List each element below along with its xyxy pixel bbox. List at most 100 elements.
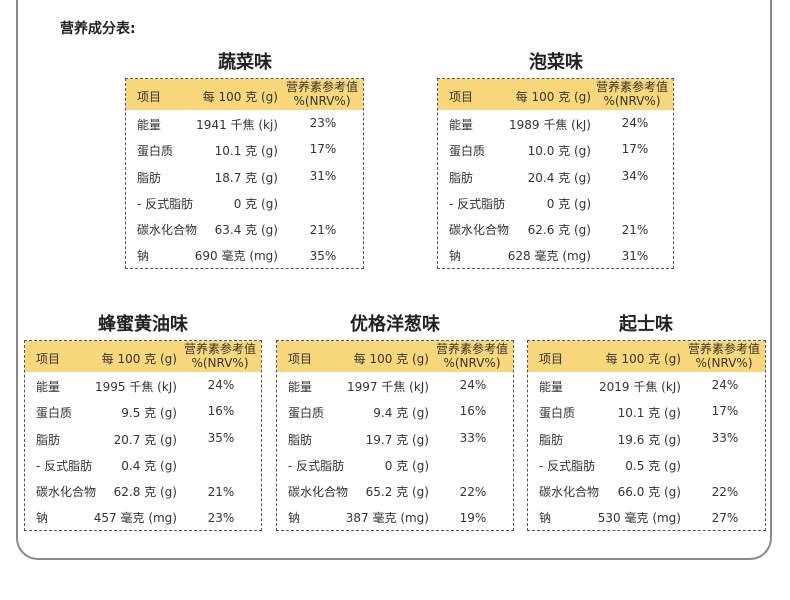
nutrition-table: 项目每 100 克 (g) 营养素参考值 %(NRV%) 能量 1995 千焦 (kJ)… (24, 340, 262, 531)
nutrient-name: 能量 (449, 118, 474, 132)
nutrient-amount: 18.7 克 (g) (214, 170, 278, 185)
nutrient-name: 脂肪 (539, 432, 564, 447)
nutrient-name: 蛋白质 (36, 406, 73, 421)
nutrient-name: - 反式脂肪 (539, 458, 596, 473)
table-row: - 反式脂肪 0.4 克 (g) (25, 451, 261, 477)
nutrient-nrv: 21% (207, 485, 235, 500)
table-row: 脂肪 20.4 克 (g) 34% (438, 163, 673, 189)
nutrient-name: 脂肪 (288, 432, 313, 447)
table-row: 蛋白质 10.1 克 (g) 17% (528, 398, 765, 424)
nutrient-amount: 690 毫克 (mg) (194, 249, 278, 264)
column-header-nrv: 营养素参考值 %(NRV%) (431, 342, 513, 370)
nutrient-nrv: 24% (459, 378, 487, 392)
nutrient-name: 钠 (539, 511, 552, 526)
column-header-item: 项目 (539, 352, 564, 366)
flavor-title: 泡菜味 (529, 52, 583, 73)
nrv-header-line2: %(NRV%) (293, 94, 351, 108)
nutrient-amount: 628 毫克 (mg) (507, 249, 591, 264)
nutrient-nrv: 23% (309, 116, 337, 130)
table-row: 能量 1997 千焦 (kJ) 24% (277, 372, 513, 398)
nutrient-amount: 66.0 克 (g) (617, 485, 681, 500)
nutrient-name: 碳水化合物 (288, 485, 349, 500)
nutrient-name: 蛋白质 (539, 406, 576, 421)
table-row: 碳水化合物 63.4 克 (g) 21% (126, 215, 363, 241)
table-row: - 反式脂肪 0 克 (g) (438, 189, 673, 215)
nutrient-nrv: 22% (711, 485, 739, 500)
nutrient-nrv: 16% (207, 404, 235, 419)
nrv-header-line2: %(NRV%) (603, 94, 661, 108)
table-header: 项目每 100 克 (g) 营养素参考值 %(NRV%) (438, 79, 673, 110)
nutrient-nrv: 22% (459, 485, 487, 500)
nutrition-table: 项目每 100 克 (g) 营养素参考值 %(NRV%) 能量 1997 千焦 (kJ)… (276, 340, 514, 531)
nutrient-nrv: 24% (711, 378, 739, 392)
nutrient-amount: 63.4 克 (g) (214, 223, 278, 238)
nutrient-amount: 1997 千焦 (kJ) (346, 380, 429, 394)
nutrition-table: 项目每 100 克 (g) 营养素参考值 %(NRV%) 能量 1941 千焦 (kj)… (125, 78, 364, 269)
column-header-nrv: 营养素参考值 %(NRV%) (281, 80, 363, 108)
nutrient-name: - 反式脂肪 (449, 196, 506, 211)
nutrient-name: 能量 (288, 380, 313, 394)
nutrient-amount: 20.4 克 (g) (527, 170, 591, 185)
nutrient-name: 能量 (137, 118, 162, 132)
flavor-title: 蔬菜味 (218, 52, 272, 73)
nrv-header-line1: 营养素参考值 (595, 80, 668, 94)
nutrient-nrv: 17% (711, 404, 739, 419)
table-row: 能量 2019 千焦 (kJ) 24% (528, 372, 765, 398)
table-row: 蛋白质 10.0 克 (g) 17% (438, 136, 673, 162)
column-header-per100: 每 100 克 (g) (101, 352, 177, 366)
table-row: 脂肪 18.7 克 (g) 31% (126, 163, 363, 189)
nutrient-nrv: 17% (621, 142, 649, 157)
table-header: 项目每 100 克 (g) 营养素参考值 %(NRV%) (528, 341, 765, 372)
nutrient-nrv: 33% (459, 430, 487, 445)
nutrient-amount: 62.8 克 (g) (113, 485, 177, 500)
nrv-header-line2: %(NRV%) (191, 356, 249, 370)
column-header-nrv: 营养素参考值 %(NRV%) (591, 80, 673, 108)
column-header-nrv: 营养素参考值 %(NRV%) (179, 342, 261, 370)
nutrient-name: 钠 (288, 511, 301, 526)
table-row: 脂肪 20.7 克 (g) 35% (25, 425, 261, 451)
nutrient-name: 脂肪 (36, 432, 61, 447)
table-row: 碳水化合物 62.6 克 (g) 21% (438, 215, 673, 241)
nutrient-name: - 反式脂肪 (288, 458, 345, 473)
nutrient-name: 碳水化合物 (539, 485, 600, 500)
table-header: 项目每 100 克 (g) 营养素参考值 %(NRV%) (277, 341, 513, 372)
table-row: 蛋白质 9.4 克 (g) 16% (277, 398, 513, 424)
nrv-header-line1: 营养素参考值 (285, 80, 358, 94)
table-row: - 反式脂肪 0 克 (g) (277, 451, 513, 477)
nutrient-nrv: 35% (309, 249, 337, 264)
nutrient-nrv: 35% (207, 430, 235, 445)
nrv-header-line1: 营养素参考值 (687, 342, 760, 356)
nutrient-amount: 1941 千焦 (kj) (196, 118, 278, 132)
nrv-header-line2: %(NRV%) (695, 356, 753, 370)
nutrient-name: 蛋白质 (288, 406, 325, 421)
column-header-nrv: 营养素参考值 %(NRV%) (683, 342, 765, 370)
nutrient-name: 脂肪 (449, 170, 474, 185)
nutrient-nrv: 31% (621, 249, 649, 264)
table-row: 钠 530 毫克 (mg) 27% (528, 503, 765, 529)
nutrient-nrv: 27% (711, 511, 739, 526)
nutrient-name: 碳水化合物 (449, 223, 510, 238)
nutrition-table: 项目每 100 克 (g) 营养素参考值 %(NRV%) 能量 1989 千焦 (kJ)… (437, 78, 674, 269)
nutrient-amount: 0 克 (g) (384, 458, 429, 473)
table-row: 蛋白质 9.5 克 (g) 16% (25, 398, 261, 424)
nutrient-name: - 反式脂肪 (36, 458, 93, 473)
nutrient-amount: 19.7 克 (g) (365, 432, 429, 447)
nutrient-nrv: 33% (711, 430, 739, 445)
nutrient-name: 钠 (449, 249, 462, 264)
nutrient-name: 脂肪 (137, 170, 162, 185)
table-row: 钠 690 毫克 (mg) 35% (126, 241, 363, 267)
nutrient-nrv: 31% (309, 168, 337, 183)
nutrient-name: 能量 (36, 380, 61, 394)
nutrient-name: 钠 (36, 511, 49, 526)
nrv-header-line1: 营养素参考值 (183, 342, 256, 356)
nutrient-amount: 2019 千焦 (kJ) (598, 380, 681, 394)
table-row: - 反式脂肪 0.5 克 (g) (528, 451, 765, 477)
nutrient-amount: 19.6 克 (g) (617, 432, 681, 447)
nutrient-nrv: 34% (621, 168, 649, 183)
table-row: 能量 1995 千焦 (kJ) 24% (25, 372, 261, 398)
nutrient-name: 蛋白质 (449, 144, 486, 159)
nutrient-name: 碳水化合物 (36, 485, 97, 500)
table-row: 脂肪 19.6 克 (g) 33% (528, 425, 765, 451)
nutrient-nrv: 19% (459, 511, 487, 526)
flavor-title: 优格洋葱味 (350, 314, 440, 335)
